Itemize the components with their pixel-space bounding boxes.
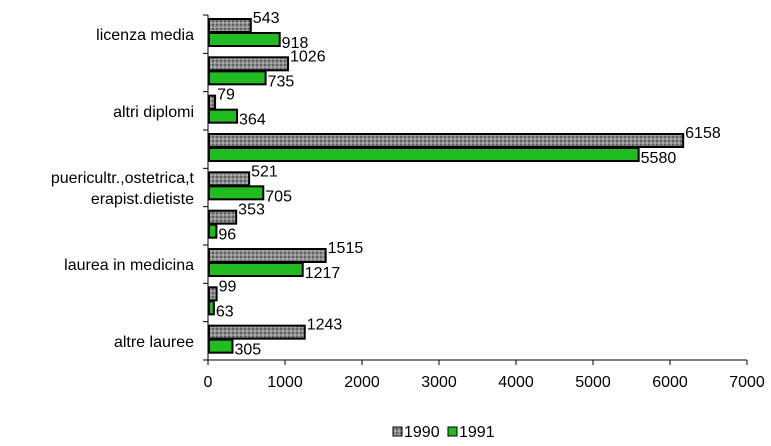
data-label-1991: 96 xyxy=(218,227,236,244)
bar-1991 xyxy=(208,32,281,47)
bar-1990 xyxy=(208,94,217,110)
category-label: licenza media xyxy=(96,27,194,44)
chart-legend: 1990 1991 xyxy=(392,424,495,441)
chart-tick-labels: 0 1000 2000 3000 4000 5000 6000 7000 xyxy=(204,374,765,391)
data-label-1990: 79 xyxy=(217,87,235,104)
data-label-1991: 705 xyxy=(265,188,292,205)
bar-1990 xyxy=(208,324,306,340)
category-label: puericultr.,ostetrica,t erapist.dietiste xyxy=(51,170,195,208)
bar-1990 xyxy=(208,171,251,187)
chart-bars xyxy=(208,18,685,354)
legend-label-1991: 1991 xyxy=(459,424,495,441)
bar-1991 xyxy=(208,147,640,162)
x-tick-label: 2000 xyxy=(344,374,380,391)
bar-1990 xyxy=(208,209,238,225)
bar-1990 xyxy=(208,133,685,148)
data-label-1991: 735 xyxy=(268,73,295,90)
data-label-1990: 1026 xyxy=(290,48,326,65)
data-label-1990: 1515 xyxy=(328,240,364,257)
data-label-1990: 543 xyxy=(253,10,280,27)
bar-1991 xyxy=(208,262,304,277)
bar-1990 xyxy=(208,286,218,302)
data-label-1990: 353 xyxy=(238,202,265,219)
x-tick-label: 1000 xyxy=(267,374,303,391)
bar-1990 xyxy=(208,56,290,72)
x-tick-label: 6000 xyxy=(652,374,688,391)
data-label-1990: 99 xyxy=(219,278,237,295)
x-tick-label: 7000 xyxy=(729,374,765,391)
legend-swatch-1991 xyxy=(447,426,458,437)
data-label-1990: 1243 xyxy=(307,317,343,334)
data-label-1990: 6158 xyxy=(685,125,721,142)
bar-1991 xyxy=(208,300,215,316)
bar-1990 xyxy=(208,248,327,263)
bar-1991 xyxy=(208,185,265,201)
x-tick-label: 0 xyxy=(204,374,213,391)
x-tick-label: 3000 xyxy=(421,374,457,391)
legend-label-1990: 1990 xyxy=(404,424,440,441)
data-label-1991: 918 xyxy=(282,35,309,52)
data-label-1991: 5580 xyxy=(641,150,677,167)
data-label-1991: 364 xyxy=(239,112,266,129)
bar-1991 xyxy=(208,338,234,354)
x-tick-label: 4000 xyxy=(498,374,534,391)
data-label-1991: 305 xyxy=(234,342,261,359)
data-label-1991: 1217 xyxy=(305,265,341,282)
chart-category-labels: licenza media altri diplomi puericultr.,os… xyxy=(51,27,195,351)
category-label: altre lauree xyxy=(114,334,194,351)
data-label-1991: 63 xyxy=(216,303,234,320)
bar-1991 xyxy=(208,70,267,86)
bar-1991 xyxy=(208,223,218,239)
category-label: altri diplomi xyxy=(113,104,194,121)
legend-swatch-1990 xyxy=(392,426,403,437)
bar-1991 xyxy=(208,108,239,124)
data-label-1990: 521 xyxy=(251,163,278,180)
chart-data-labels: 543 1026 79 6158 521 353 1515 99 1243 918 735 364 55… xyxy=(216,10,721,359)
bar-1990 xyxy=(208,18,252,33)
x-tick-label: 5000 xyxy=(575,374,611,391)
category-label: laurea in medicina xyxy=(64,257,194,274)
